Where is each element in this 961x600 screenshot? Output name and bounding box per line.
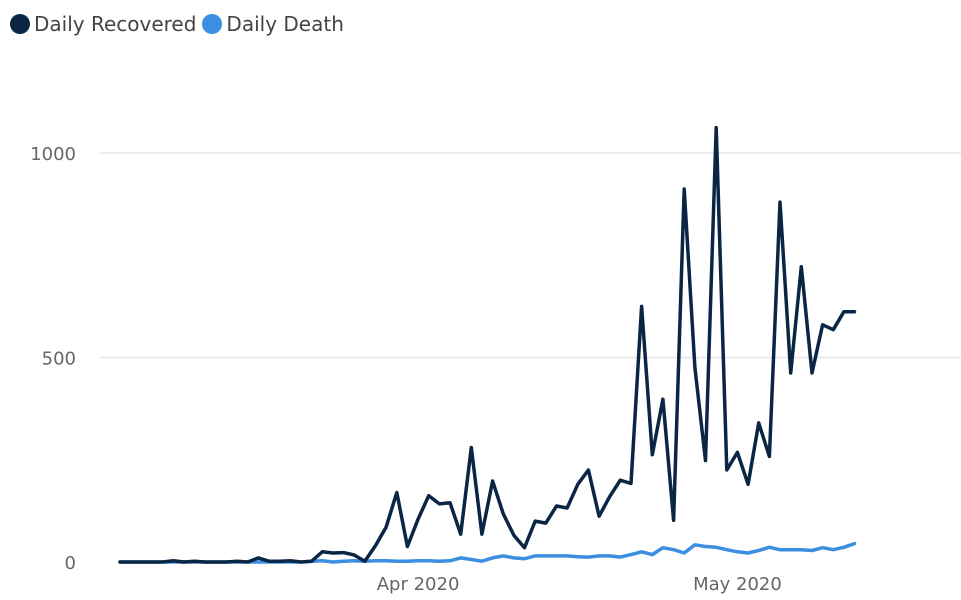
y-tick-label: 500 — [42, 349, 76, 370]
x-tick-label: May 2020 — [693, 574, 782, 595]
x-tick-label: Apr 2020 — [377, 574, 460, 595]
legend-item-death[interactable]: Daily Death — [202, 12, 344, 36]
series-line-recovered[interactable] — [118, 125, 857, 564]
series-line-death[interactable] — [118, 541, 857, 564]
chart-legend: Daily Recovered Daily Death — [10, 12, 344, 36]
gridlines — [100, 152, 961, 359]
legend-label-death: Daily Death — [226, 12, 344, 36]
legend-marker-death — [202, 14, 223, 34]
legend-marker-recovered — [10, 14, 30, 34]
y-tick-label: 0 — [65, 553, 76, 574]
series-lines — [118, 125, 857, 564]
x-axis: Apr 2020 May 2020 — [377, 574, 782, 595]
legend-label-recovered: Daily Recovered — [34, 12, 197, 36]
y-tick-label: 1000 — [30, 144, 76, 165]
legend-item-recovered[interactable]: Daily Recovered — [10, 12, 196, 36]
y-axis: 0 500 1000 — [30, 144, 76, 574]
